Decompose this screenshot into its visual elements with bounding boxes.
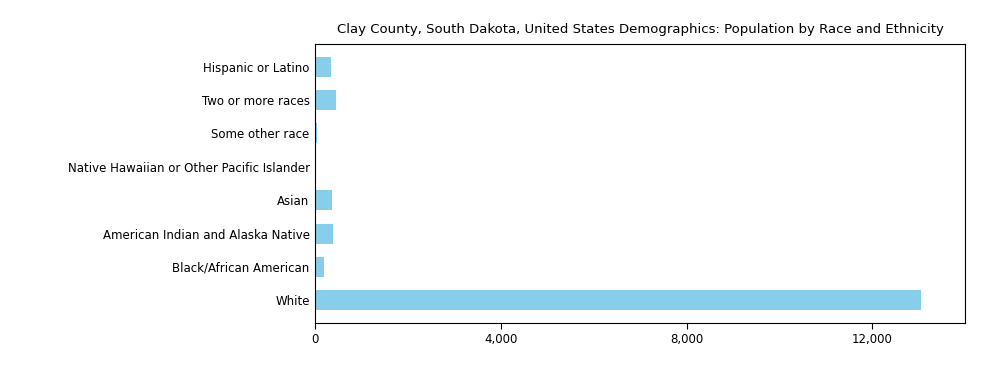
Bar <box>315 57 331 77</box>
Bar <box>315 257 324 277</box>
Bar <box>315 123 317 143</box>
Title: Clay County, South Dakota, United States Demographics: Population by Race and Et: Clay County, South Dakota, United States… <box>337 23 944 36</box>
Bar <box>315 90 336 110</box>
Bar <box>315 290 921 310</box>
Bar <box>315 190 332 210</box>
Bar <box>315 224 333 244</box>
